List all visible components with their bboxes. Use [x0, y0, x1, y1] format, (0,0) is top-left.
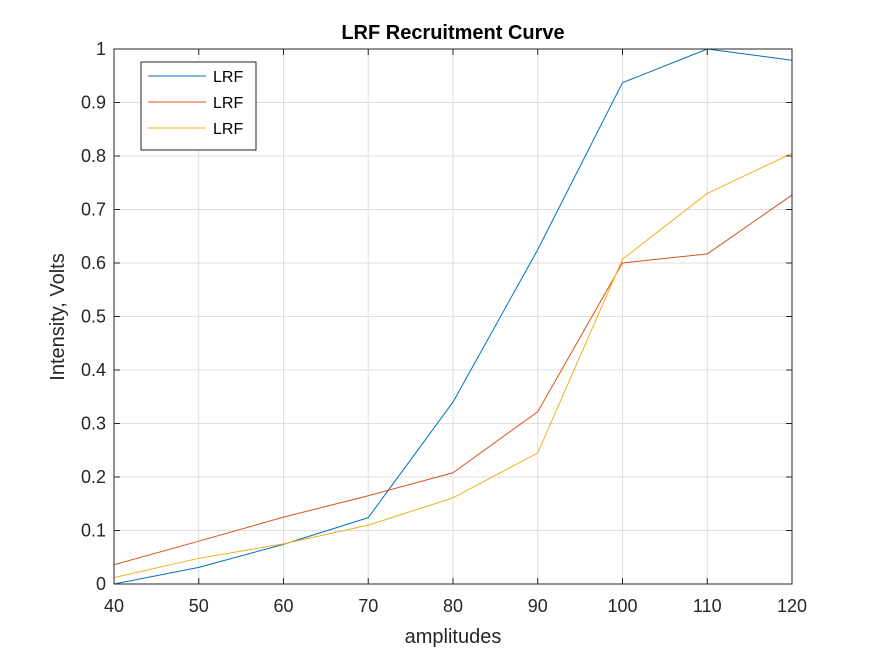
y-axis-label: Intensity, Volts — [47, 253, 69, 380]
legend-label: LRF — [213, 95, 243, 112]
x-tick-label: 70 — [358, 596, 378, 616]
x-tick-label: 120 — [777, 596, 807, 616]
x-tick-label: 80 — [443, 596, 463, 616]
series-line-3 — [113, 152, 793, 579]
legend-label: LRF — [213, 69, 243, 86]
y-tick-label: 0.6 — [81, 253, 106, 273]
y-tick-label: 1 — [96, 39, 106, 59]
y-tick-label: 0 — [96, 574, 106, 594]
axes — [113, 48, 793, 585]
y-tick-label: 0.2 — [81, 467, 106, 487]
x-tick-label: 60 — [273, 596, 293, 616]
x-tick-label: 110 — [693, 596, 722, 616]
legend-label: LRF — [213, 121, 243, 138]
data-series — [113, 48, 793, 585]
x-axis-label: amplitudes — [405, 626, 502, 648]
series-line-1 — [113, 48, 793, 585]
grid-lines — [113, 48, 793, 585]
y-tick-label: 0.4 — [81, 360, 106, 380]
x-tick-label: 100 — [607, 596, 637, 616]
y-tick-label: 0.5 — [81, 307, 106, 327]
y-tick-label: 0.7 — [81, 200, 106, 220]
y-tick-label: 0.1 — [81, 521, 106, 541]
chart-title: LRF Recruitment Curve — [341, 22, 564, 44]
y-tick-label: 0.8 — [81, 146, 106, 166]
x-tick-label: 50 — [189, 596, 209, 616]
x-tick-label: 40 — [104, 596, 124, 616]
tick-labels: 40 50 60 70 80 90 100 110 120 0 0.1 0.2 0.3 0.4 0.5 0.6… — [81, 39, 807, 616]
legend-box — [140, 61, 257, 151]
legend: LRF LRF LRF — [140, 61, 257, 151]
series-line-2 — [113, 194, 793, 566]
x-tick-label: 90 — [528, 596, 548, 616]
y-tick-label: 0.3 — [81, 414, 106, 434]
y-tick-label: 0.9 — [81, 93, 106, 113]
